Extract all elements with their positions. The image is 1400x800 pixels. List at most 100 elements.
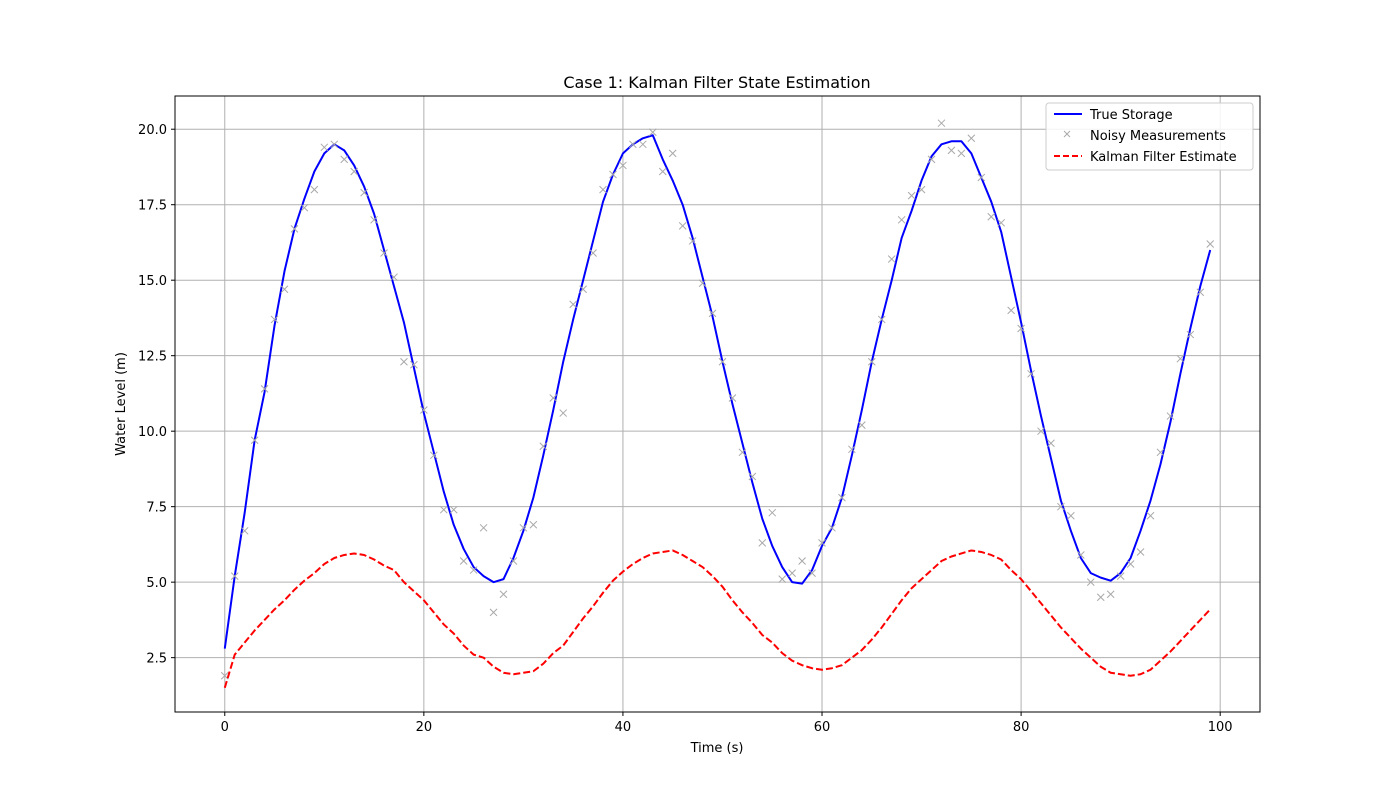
measurement-point (270, 315, 279, 324)
measurement-point (439, 505, 448, 514)
measurement-point (300, 203, 309, 212)
measurement-point (668, 149, 677, 158)
measurement-point (698, 279, 707, 288)
measurement-point (1067, 511, 1075, 520)
measurement-point (320, 143, 329, 152)
x-tick-label: 80 (1013, 720, 1030, 735)
measurement-point (638, 140, 647, 149)
measurement-point (509, 557, 518, 565)
measurement-point (718, 357, 727, 366)
measurement-point (559, 409, 568, 417)
measurement-point (1027, 369, 1035, 378)
y-tick-label: 20.0 (138, 123, 167, 138)
measurement-point (250, 436, 259, 445)
measurement-point (419, 406, 428, 414)
x-tick-label: 20 (416, 720, 433, 735)
measurement-point (678, 221, 687, 230)
measurement-point (579, 285, 587, 294)
measurement-point (1186, 330, 1195, 339)
measurement-point (1047, 439, 1055, 448)
measurement-point (1126, 560, 1135, 568)
measurement-point (917, 185, 926, 194)
measurement-point (947, 146, 956, 155)
measurement-point (340, 155, 349, 164)
y-tick-label: 10.0 (138, 425, 167, 440)
measurement-point (798, 557, 806, 565)
measurement-point (887, 255, 896, 263)
measurement-point (748, 472, 757, 481)
measurement-point (1146, 511, 1155, 520)
measurement-point (907, 191, 916, 200)
y-tick-label: 7.5 (146, 501, 167, 516)
noisy-measurements-markers (220, 119, 1215, 680)
measurement-point (937, 119, 946, 128)
measurement-point (499, 590, 508, 599)
legend-swatch-noisy-measurements (1063, 130, 1071, 138)
measurement-point (957, 149, 966, 158)
measurement-point (459, 557, 468, 565)
legend-box (1045, 102, 1254, 171)
measurement-point (758, 539, 767, 547)
measurement-point (380, 249, 388, 257)
legend-label-noisy-measurements: Noisy Measurements (1090, 129, 1226, 144)
measurement-point (1106, 590, 1115, 599)
measurement-point (449, 505, 458, 514)
measurement-point (1176, 354, 1185, 363)
legend-label-true-storage: True Storage (1089, 108, 1173, 123)
measurement-point (539, 442, 548, 451)
measurement-point (728, 394, 737, 402)
measurement-point (1057, 502, 1065, 511)
x-tick-label: 40 (615, 720, 632, 735)
measurement-point (400, 357, 408, 366)
measurement-point (1136, 548, 1145, 556)
measurement-point (738, 448, 747, 457)
measurement-point (1076, 551, 1085, 559)
measurement-point (240, 526, 249, 535)
measurement-point (808, 569, 816, 577)
measurement-point (1156, 448, 1165, 457)
measurement-point (838, 493, 846, 502)
measurement-point (1096, 593, 1105, 602)
plot-area-frame (174, 95, 1261, 713)
measurement-point (867, 357, 876, 366)
plot-series (220, 119, 1215, 689)
measurement-point (987, 212, 996, 221)
measurement-point (977, 173, 986, 182)
measurement-point (390, 273, 398, 282)
measurement-point (688, 237, 697, 245)
measurement-point (479, 523, 488, 532)
measurement-point (529, 520, 538, 529)
chart-title: Case 1: Kalman Filter State Estimation (563, 73, 870, 92)
measurement-point (489, 608, 498, 617)
legend: True Storage Noisy Measurements Kalman F… (1045, 102, 1254, 171)
measurement-point (658, 167, 667, 176)
measurement-point (569, 300, 578, 309)
measurement-point (1017, 324, 1025, 333)
y-tick-label: 2.5 (146, 652, 167, 667)
y-tick-label: 17.5 (138, 199, 167, 214)
measurement-point (609, 170, 617, 179)
measurement-point (1196, 288, 1205, 297)
measurement-point (857, 421, 866, 429)
measurement-point (549, 394, 558, 402)
measurement-point (1086, 578, 1095, 587)
measurement-point (768, 508, 777, 517)
measurement-point (290, 225, 299, 233)
measurement-point (260, 385, 269, 393)
measurement-point (629, 140, 637, 149)
measurement-point (1166, 412, 1175, 420)
measurement-point (230, 572, 239, 580)
axis-ticks: 0 20 40 60 80 100 2.5 5.0 7.5 10.0 12.5 15.0 17.5 20.… (138, 123, 1233, 735)
y-tick-label: 15.0 (138, 274, 167, 289)
measurement-point (828, 523, 836, 532)
measurement-point (997, 218, 1006, 227)
measurement-point (778, 575, 787, 583)
measurement-point (1037, 427, 1045, 436)
y-axis-label: Water Level (m) (114, 352, 129, 456)
measurement-point (599, 185, 607, 194)
y-tick-label: 12.5 (138, 350, 167, 365)
measurement-point (897, 215, 906, 224)
measurement-point (370, 215, 378, 224)
measurement-point (788, 569, 797, 577)
